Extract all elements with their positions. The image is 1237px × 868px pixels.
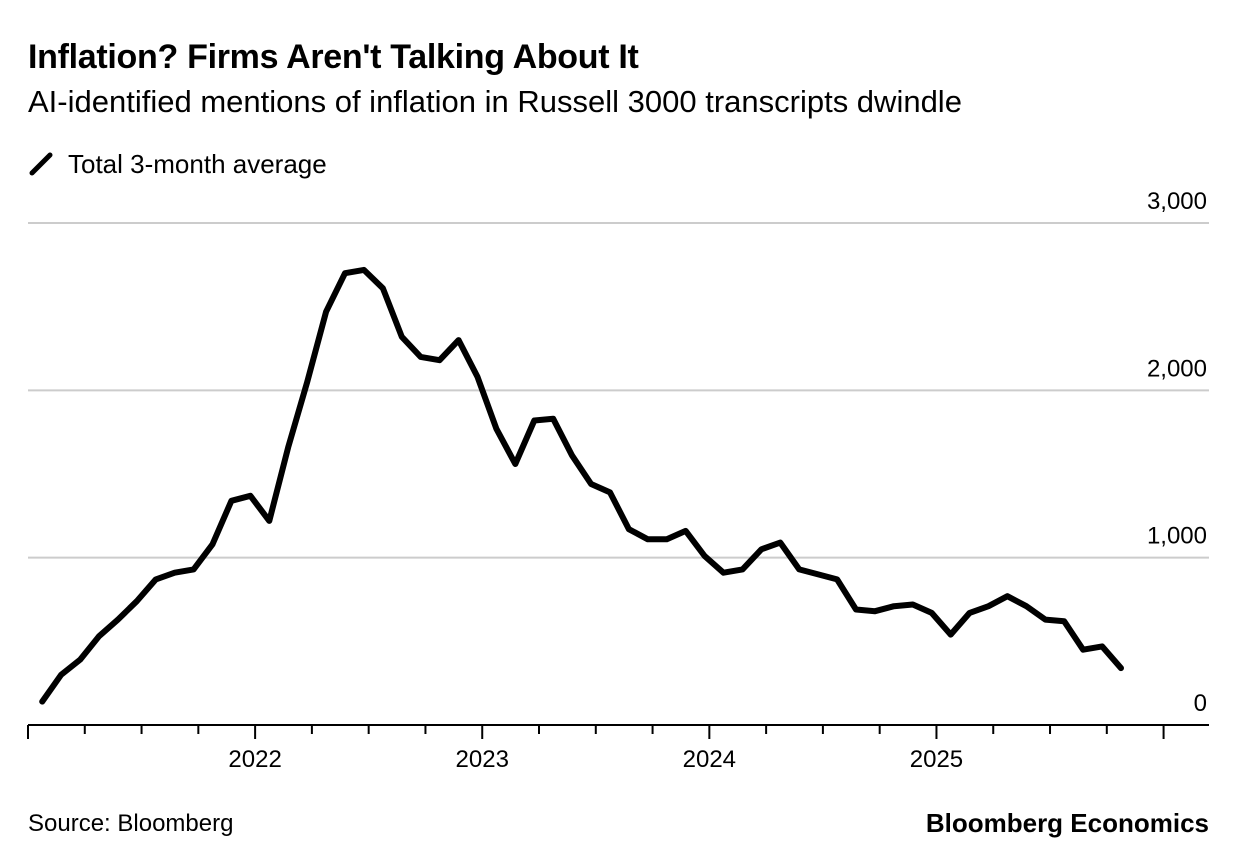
y-tick-label: 2,000 xyxy=(1147,355,1207,382)
data-point xyxy=(325,311,327,313)
data-point xyxy=(344,272,346,274)
y-tick-label: 1,000 xyxy=(1147,523,1207,550)
data-point xyxy=(742,568,743,570)
y-axis-labels: 0 1,000 2,000 3,000 xyxy=(1147,188,1207,717)
data-point xyxy=(514,463,516,465)
data-point xyxy=(268,520,270,522)
data-point xyxy=(609,491,611,493)
data-point xyxy=(723,572,724,574)
data-point xyxy=(590,483,592,485)
data-point xyxy=(817,573,819,575)
data-point xyxy=(60,674,62,676)
series-line xyxy=(39,266,1124,705)
data-point xyxy=(571,455,573,457)
y-tick-label: 0 xyxy=(1194,690,1207,717)
data-point xyxy=(666,538,668,540)
data-point xyxy=(1082,649,1084,651)
data-point xyxy=(495,428,497,430)
data-point xyxy=(287,446,289,448)
source-note: Source: Bloomberg xyxy=(28,810,234,837)
x-axis-labels: 2022 2023 2024 2025 xyxy=(228,746,963,773)
data-point xyxy=(893,605,895,607)
x-axis xyxy=(27,724,1209,739)
x-tick-label: 2022 xyxy=(228,746,281,773)
data-point xyxy=(1044,619,1046,621)
data-point xyxy=(1025,605,1027,607)
brand-logo-text: Bloomberg Economics xyxy=(925,808,1209,838)
data-point xyxy=(98,635,100,637)
data-point xyxy=(249,495,251,497)
data-point xyxy=(363,269,365,271)
data-point xyxy=(533,420,535,421)
data-point xyxy=(477,376,478,378)
data-point xyxy=(836,578,838,580)
data-point xyxy=(552,418,554,420)
x-tick-label: 2025 xyxy=(910,746,963,773)
data-point xyxy=(174,572,176,574)
chart-subtitle: AI-identified mentions of inflation in R… xyxy=(28,84,962,119)
data-point xyxy=(779,542,781,544)
series-layer xyxy=(39,266,1124,705)
data-point xyxy=(1120,667,1122,669)
line-chart: 0 1,000 2,000 3,000 2022 2023 2024 2025 xyxy=(27,188,1209,773)
data-point xyxy=(931,612,933,614)
data-point xyxy=(988,605,989,607)
x-tick-label: 2023 xyxy=(456,746,509,773)
legend: Total 3-month average xyxy=(28,146,327,182)
data-point xyxy=(628,528,630,530)
data-point xyxy=(458,339,460,341)
data-point xyxy=(439,359,441,361)
data-point xyxy=(420,356,422,358)
data-point xyxy=(798,568,800,570)
data-point xyxy=(117,619,119,621)
data-point xyxy=(136,600,138,602)
data-point xyxy=(704,555,706,557)
data-point xyxy=(1101,645,1103,647)
data-point xyxy=(912,604,914,605)
data-point xyxy=(647,538,649,540)
data-point xyxy=(41,701,43,703)
data-point xyxy=(306,381,308,383)
data-point xyxy=(969,612,971,614)
data-point xyxy=(855,609,857,610)
data-point xyxy=(382,287,384,289)
legend-label: Total 3-month average xyxy=(68,148,327,179)
y-tick-label: 3,000 xyxy=(1147,188,1207,215)
data-point xyxy=(685,530,687,532)
data-point xyxy=(230,500,232,502)
gridlines xyxy=(28,222,1209,559)
x-tick-label: 2024 xyxy=(683,746,736,773)
data-point xyxy=(950,634,952,636)
chart-title: Inflation? Firms Aren't Talking About It xyxy=(28,38,639,76)
data-point xyxy=(1063,620,1065,622)
data-point xyxy=(79,659,81,661)
data-point xyxy=(155,578,157,580)
data-point xyxy=(874,610,876,612)
legend-line-swatch xyxy=(29,152,53,176)
data-point xyxy=(212,543,213,545)
data-point xyxy=(193,568,195,570)
data-point xyxy=(760,548,762,550)
data-point xyxy=(401,336,403,338)
data-point xyxy=(1006,595,1008,597)
